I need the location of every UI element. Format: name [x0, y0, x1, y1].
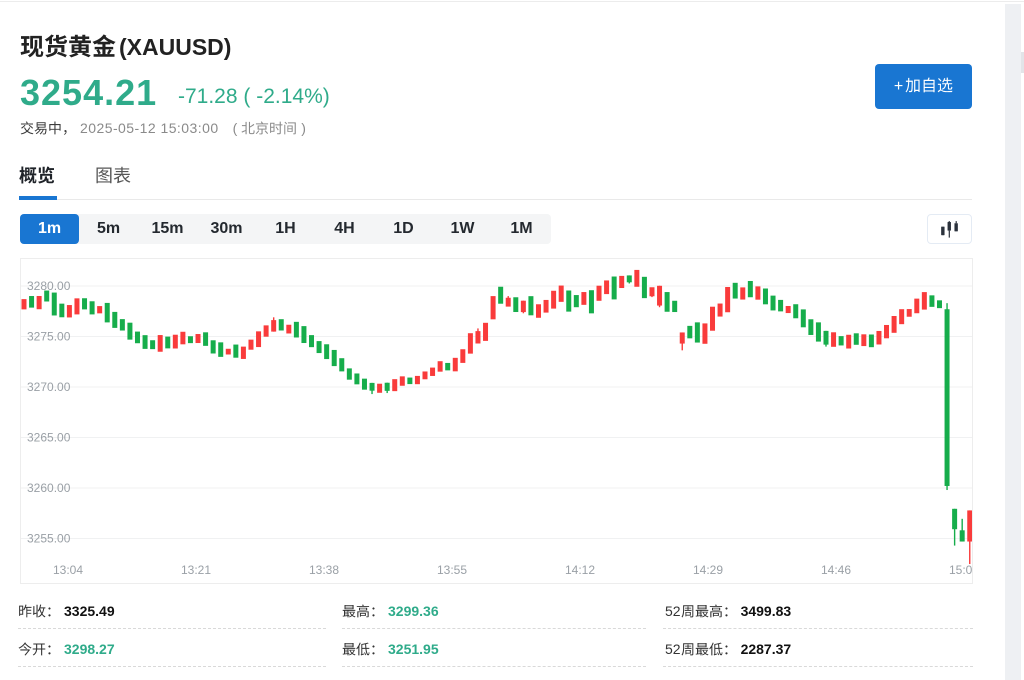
svg-text:3270.00: 3270.00 — [27, 380, 71, 394]
svg-text:13:04: 13:04 — [53, 563, 83, 577]
svg-text:13:38: 13:38 — [309, 563, 339, 577]
svg-text:3275.00: 3275.00 — [27, 330, 71, 344]
svg-text:3255.00: 3255.00 — [27, 532, 71, 546]
svg-text:14:12: 14:12 — [565, 563, 595, 577]
svg-text:3265.00: 3265.00 — [27, 431, 71, 445]
svg-text:3280.00: 3280.00 — [27, 279, 71, 293]
svg-text:15:03: 15:03 — [949, 563, 972, 577]
svg-text:3260.00: 3260.00 — [27, 481, 71, 495]
svg-text:14:29: 14:29 — [693, 563, 723, 577]
svg-text:13:55: 13:55 — [437, 563, 467, 577]
svg-text:13:21: 13:21 — [181, 563, 211, 577]
svg-text:14:46: 14:46 — [821, 563, 851, 577]
